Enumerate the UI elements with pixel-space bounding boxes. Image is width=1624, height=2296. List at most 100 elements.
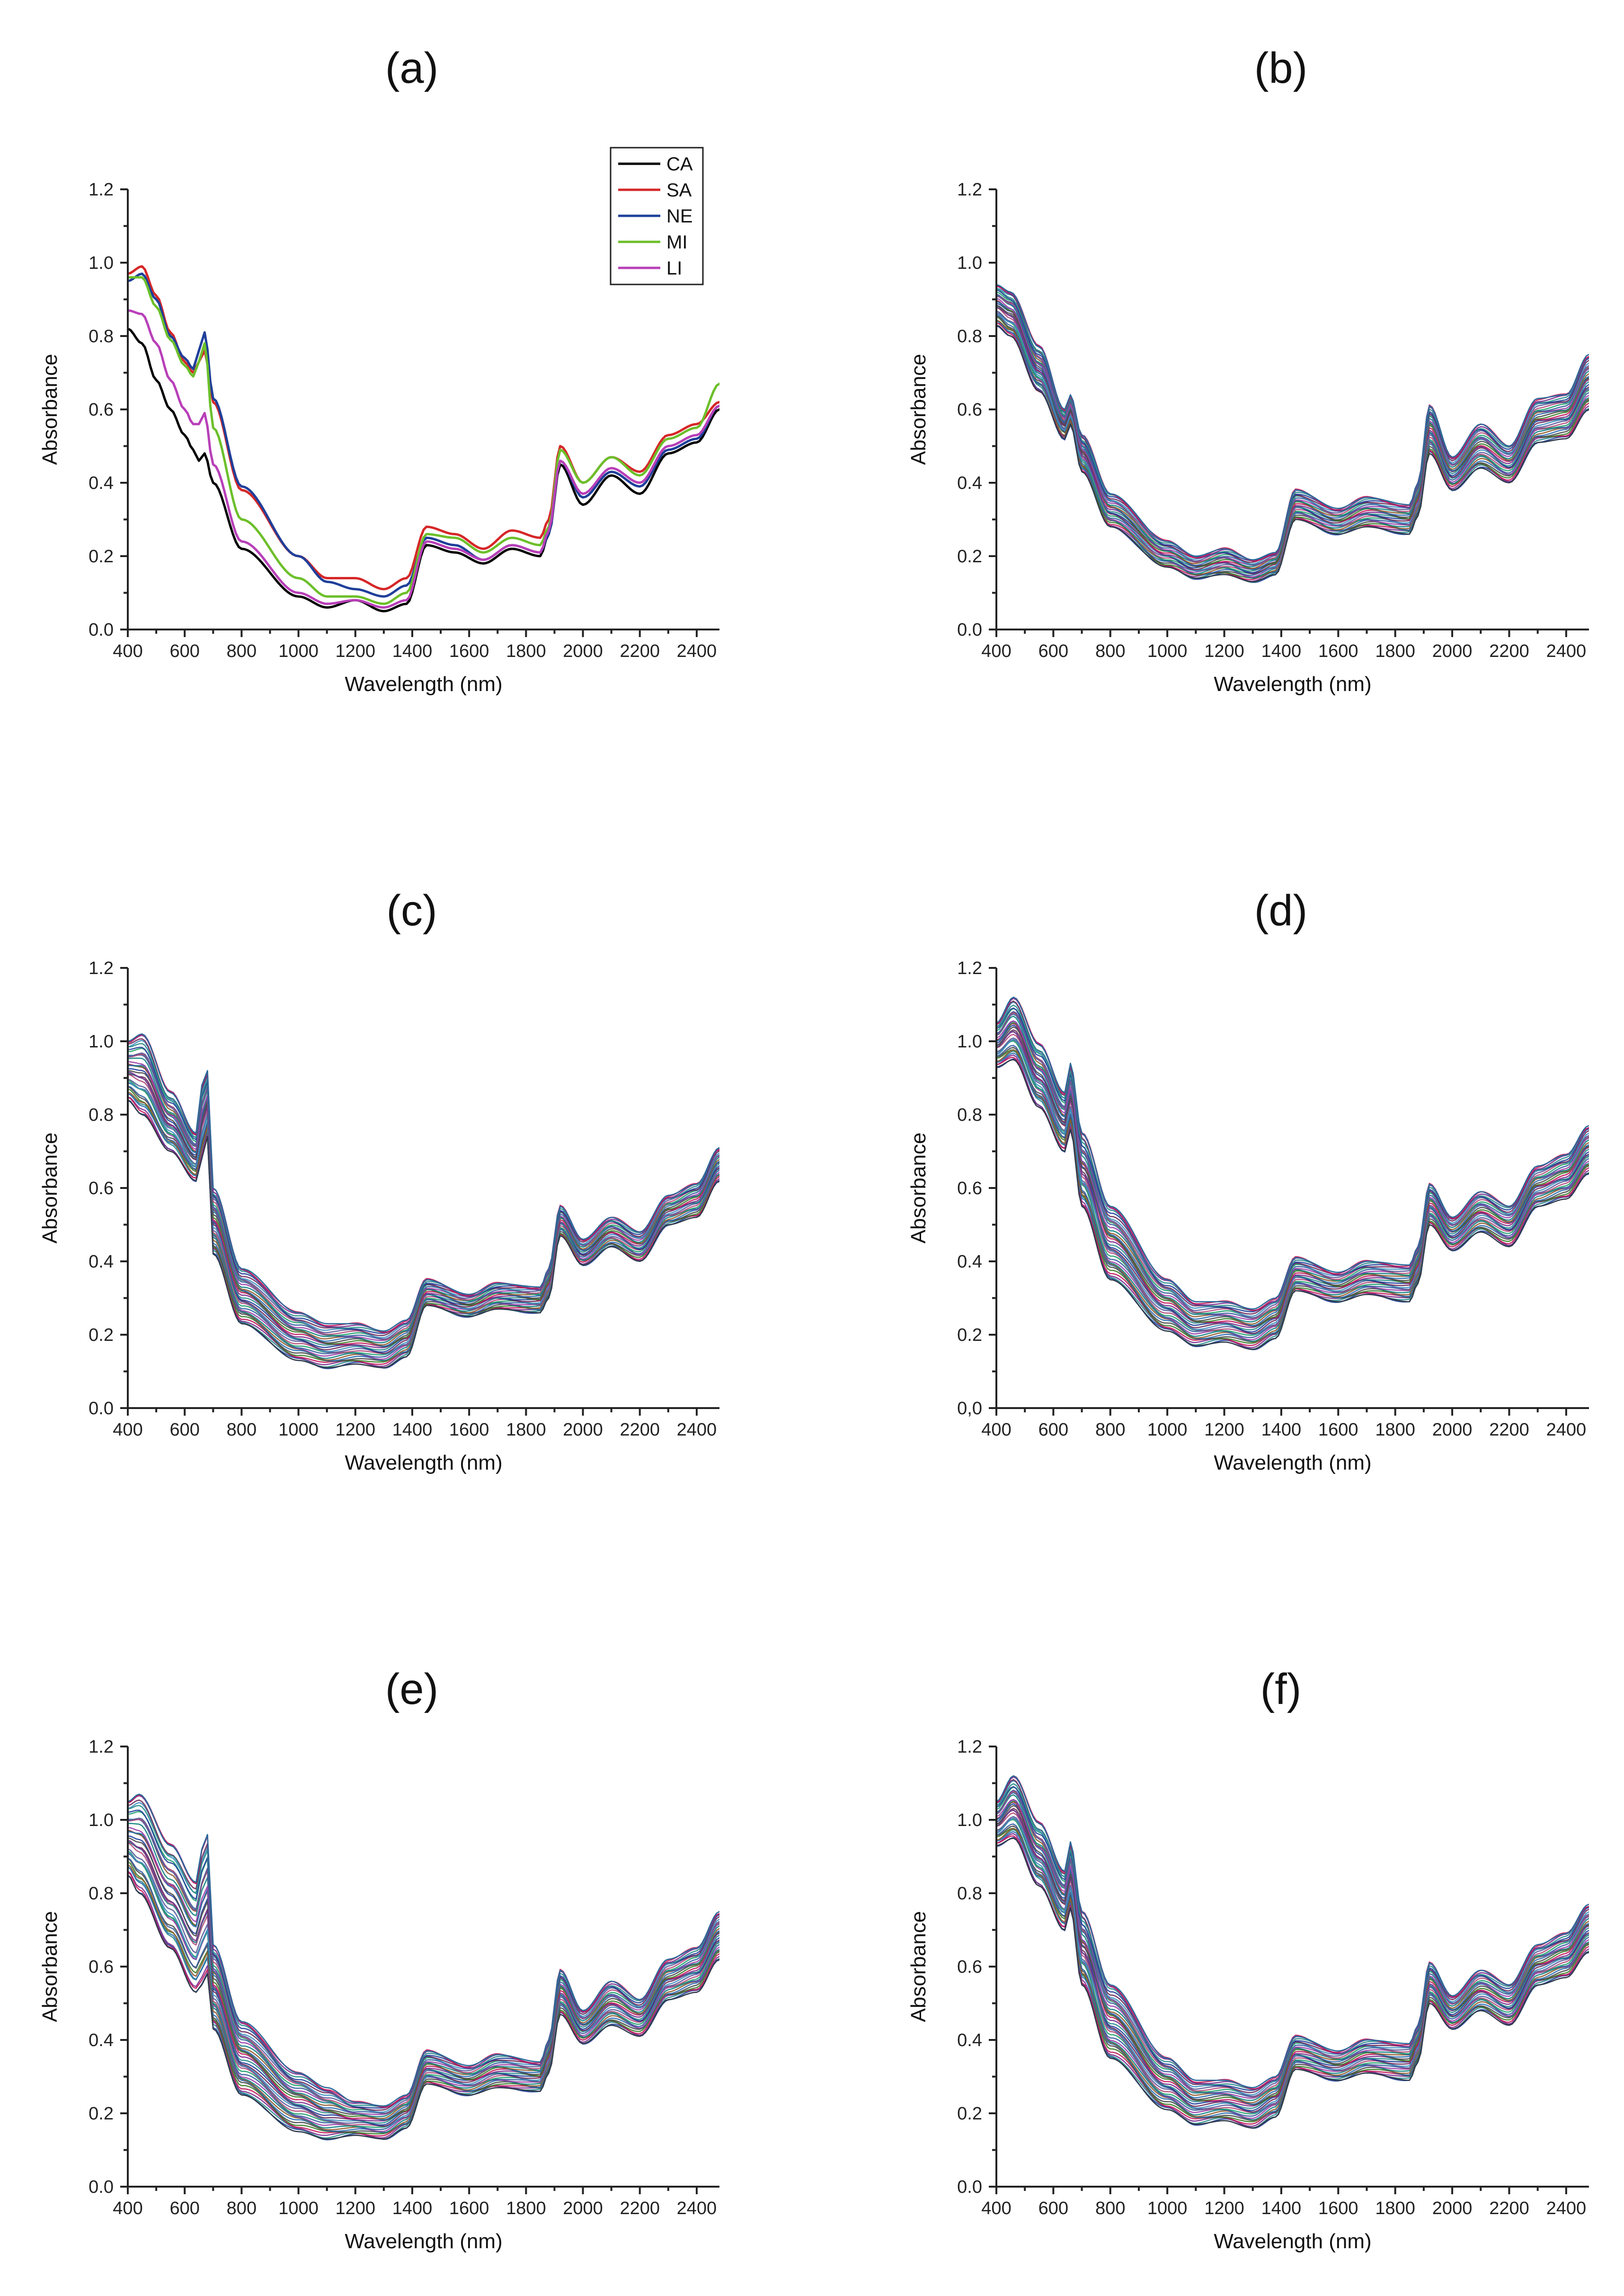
x-tick-label: 1400 [392, 641, 433, 661]
spectrum-line [128, 1850, 719, 2128]
x-axis-title: Wavelength (nm) [345, 2230, 502, 2253]
x-tick-label: 1600 [449, 1420, 489, 1440]
legend-label: SA [666, 180, 692, 201]
legend-label: CA [666, 154, 693, 175]
y-tick-label: 0.0 [89, 620, 114, 640]
x-axis-title: Wavelength (nm) [1214, 2230, 1371, 2253]
x-tick-label: 600 [169, 2198, 199, 2218]
y-tick-label: 1.0 [89, 1032, 114, 1052]
legend-label: NE [666, 206, 693, 227]
x-axis-title: Wavelength (nm) [345, 673, 502, 696]
x-tick-label: 1400 [1261, 1420, 1302, 1440]
legend: CA SA NE MI LI [610, 147, 704, 285]
spectrum-line [996, 1020, 1589, 1321]
x-tick-label: 800 [227, 1420, 257, 1440]
y-tick-label: 0.4 [957, 1252, 982, 1272]
spectrum-line [996, 1799, 1589, 2099]
spectrum-line [128, 1839, 719, 2122]
spectrum-line [996, 1783, 1589, 2090]
spectrum-line [128, 1830, 719, 2120]
y-tick-label: 0.2 [89, 2104, 114, 2124]
series-line-li [128, 309, 719, 609]
panel-title: (c) [386, 886, 437, 935]
x-tick-label: 400 [113, 641, 142, 661]
x-tick-label: 2000 [1432, 1420, 1473, 1440]
x-tick-label: 1000 [278, 1420, 319, 1440]
x-tick-label: 1800 [506, 2198, 546, 2218]
legend-label: MI [666, 232, 687, 253]
series-line-upper-envelope [128, 1793, 719, 2107]
series-line-upper-envelope [996, 1775, 1589, 2089]
x-tick-label: 2200 [1489, 2198, 1529, 2218]
series-line-lower-envelope [128, 1874, 719, 2140]
x-tick-label: 1200 [335, 1420, 375, 1440]
x-tick-label: 400 [981, 2198, 1011, 2218]
x-tick-label: 800 [227, 641, 257, 661]
x-tick-label: 1800 [1375, 2198, 1415, 2218]
x-tick-label: 1000 [1147, 2198, 1188, 2218]
spectrum-line [996, 1040, 1589, 1336]
y-tick-label: 1.2 [89, 958, 114, 978]
spectrum-line [996, 1817, 1589, 2121]
series-line-lower-envelope [996, 1059, 1589, 1350]
x-tick-label: 2200 [620, 1420, 660, 1440]
x-tick-label: 1000 [1147, 641, 1188, 661]
x-tick-label: 1600 [449, 2198, 489, 2218]
chart-panel: (b) 400 600 800 1000 1200 1400 1600 1800 2000 2200… [907, 44, 1589, 696]
x-tick-label: 1800 [506, 1420, 546, 1440]
x-tick-label: 2000 [1432, 641, 1473, 661]
x-tick-label: 2000 [563, 641, 603, 661]
x-tick-label: 2000 [1432, 2198, 1473, 2218]
y-tick-label: 0.8 [89, 327, 114, 346]
y-tick-label: 1.0 [957, 253, 982, 273]
spectrum-line [128, 1848, 719, 2127]
x-axis-title: Wavelength (nm) [1214, 673, 1371, 696]
x-axis-title: Wavelength (nm) [345, 1451, 502, 1474]
spectrum-line [996, 1013, 1589, 1319]
chart-panel: (d) 400 600 800 1000 1200 1400 1600 1800 2000 2200… [907, 886, 1589, 1474]
spectrum-line [128, 1818, 719, 2114]
panel-title: (f) [1260, 1665, 1302, 1713]
y-tick-label: 0.4 [957, 473, 982, 493]
chart-panel: (f) 400 600 800 1000 1200 1400 1600 1800 2000 2200… [907, 1665, 1589, 2253]
chart-panel: (a) 400 600 800 1000 1200 1400 1600 1800 2000 2200… [38, 44, 719, 696]
x-tick-label: 400 [113, 2198, 142, 2218]
x-tick-label: 2200 [1489, 1420, 1529, 1440]
x-tick-label: 1000 [278, 641, 319, 661]
spectrum-line [128, 1861, 719, 2135]
spectrum-line [128, 1805, 719, 2108]
y-tick-label: 1.2 [957, 958, 982, 978]
spectrum-line [128, 1866, 719, 2133]
spectrum-line [996, 295, 1589, 567]
series-line-lower-envelope [128, 1099, 719, 1369]
spectrum-line [128, 1826, 719, 2115]
x-tick-label: 2000 [563, 2198, 603, 2218]
x-tick-label: 1000 [278, 2198, 319, 2218]
x-tick-label: 1200 [335, 2198, 375, 2218]
panel-title: (d) [1254, 886, 1307, 935]
y-tick-label: 0,0 [957, 1399, 982, 1418]
series-group [128, 1033, 719, 1369]
y-tick-label: 1.0 [957, 1810, 982, 1830]
series-group [996, 996, 1589, 1350]
spectrum-line [128, 1809, 719, 2109]
y-tick-label: 0.8 [957, 1105, 982, 1125]
y-tick-label: 0.0 [89, 2177, 114, 2197]
spectrum-line [128, 1829, 719, 2120]
x-tick-label: 1400 [392, 1420, 433, 1440]
spectrum-line [996, 1809, 1589, 2107]
spectrum-line [128, 1054, 719, 1340]
spectrum-line [996, 1007, 1589, 1312]
y-tick-label: 0.6 [89, 1957, 114, 1977]
x-tick-label: 1400 [1261, 2198, 1302, 2218]
x-tick-label: 400 [113, 1420, 142, 1440]
spectrum-line [128, 1073, 719, 1355]
y-tick-label: 1.2 [957, 180, 982, 200]
y-axis-title: Absorbance [907, 1133, 930, 1244]
spectrum-line [996, 301, 1589, 570]
y-tick-label: 0.6 [957, 1957, 982, 1977]
spectrum-line [996, 294, 1589, 569]
panel-title: (e) [385, 1665, 438, 1713]
spectrum-line [996, 1786, 1589, 2091]
x-tick-label: 600 [1038, 2198, 1068, 2218]
